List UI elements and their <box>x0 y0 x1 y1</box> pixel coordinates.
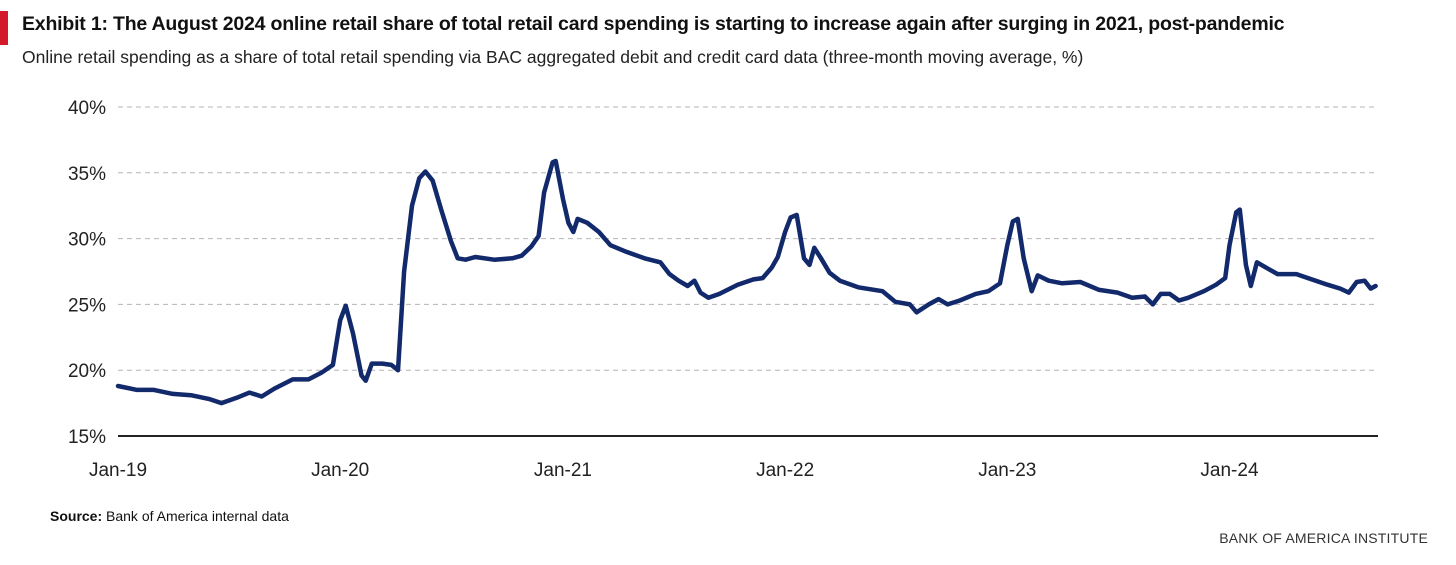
x-tick-label: Jan-21 <box>534 460 592 481</box>
x-axis: Jan-19 Jan-20 Jan-21 Jan-22 Jan-23 Jan-24 <box>89 435 1378 481</box>
y-tick-label: 30% <box>68 230 106 251</box>
series-line <box>115 158 1378 406</box>
chart-subtitle: Online retail spending as a share of tot… <box>22 47 1084 67</box>
title-accent-bar <box>0 11 8 45</box>
x-tick-label: Jan-19 <box>89 460 147 481</box>
source-label: Source: <box>50 508 103 524</box>
x-tick-label: Jan-20 <box>311 460 369 481</box>
source-note: Source: Bank of America internal data <box>50 508 289 524</box>
y-tick-label: 35% <box>68 164 106 185</box>
brand-footer: BANK OF AMERICA INSTITUTE <box>1219 530 1428 546</box>
x-tick-label: Jan-23 <box>978 460 1036 481</box>
chart-title: Exhibit 1: The August 2024 online retail… <box>22 13 1285 35</box>
line-chart: 15%20%25%30%35%40% Jan-19 Jan-20 Jan-21 Jan… <box>68 98 1378 481</box>
grid-lines <box>118 106 1378 371</box>
y-tick-label: 20% <box>68 361 106 382</box>
y-tick-label: 25% <box>68 295 106 316</box>
y-axis-ticks: 15% 20% 25% 30% 35% 40% <box>68 98 106 448</box>
series-layer <box>115 158 1378 406</box>
source-text: Bank of America internal data <box>106 508 289 524</box>
x-tick-label: Jan-24 <box>1200 460 1259 481</box>
y-tick-label: 15% <box>68 427 106 448</box>
x-tick-label: Jan-22 <box>756 460 814 481</box>
y-tick-label: 40% <box>68 98 106 119</box>
